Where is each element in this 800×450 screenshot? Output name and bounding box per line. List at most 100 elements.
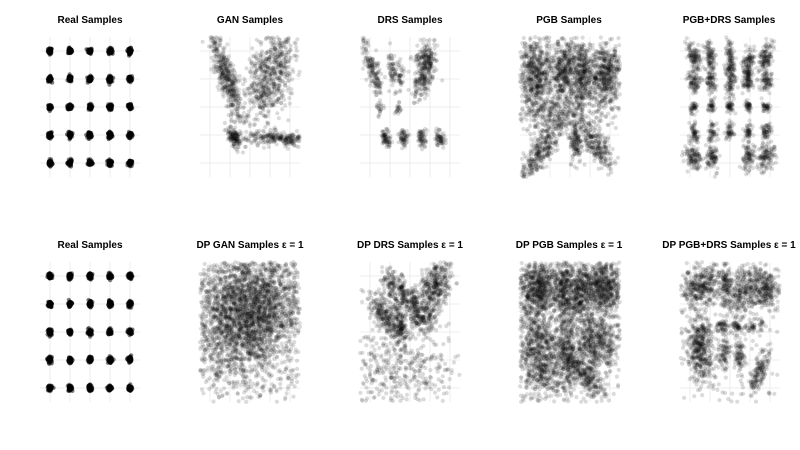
scatter-point: [368, 83, 373, 88]
scatter-point: [277, 51, 282, 56]
scatter-point: [47, 108, 52, 114]
scatter-point: [234, 135, 239, 140]
scatter-point: [270, 66, 276, 71]
scatter-point: [200, 39, 205, 44]
scatter-point: [234, 93, 239, 98]
scatter-point: [229, 117, 234, 123]
scatter-point: [288, 91, 293, 96]
scatter-point: [556, 89, 561, 94]
scatter-point: [433, 52, 438, 57]
scatter-point: [279, 101, 284, 106]
scatter-point: [295, 37, 300, 42]
scatter-point: [428, 46, 433, 51]
scatter-point: [241, 118, 246, 123]
scatter-point: [294, 58, 299, 63]
scatter-point: [107, 132, 112, 138]
scatter-point: [530, 70, 535, 75]
scatter-point: [285, 40, 291, 45]
scatter-point: [286, 118, 291, 123]
scatter-point: [229, 94, 234, 99]
scatter-point: [532, 55, 537, 60]
scatter-point: [282, 69, 288, 74]
scatter-point: [424, 43, 429, 48]
scatter-point: [419, 142, 424, 147]
scatter-point: [422, 69, 427, 74]
scatter-point: [242, 91, 247, 96]
scatter-point: [261, 113, 266, 118]
scatter-point: [251, 100, 257, 105]
scatter-point: [229, 102, 234, 108]
scatter-point: [225, 42, 230, 47]
scatter-point: [271, 81, 276, 86]
scatter-point: [287, 58, 292, 63]
scatter-point: [363, 47, 368, 52]
scatter-point: [214, 52, 219, 57]
scatter-point: [294, 129, 299, 134]
scatter-point: [385, 127, 390, 132]
scatter-point: [283, 83, 288, 88]
scatter-point: [265, 120, 271, 126]
scatter-point: [397, 100, 402, 105]
scatter-point: [377, 112, 382, 117]
scatter-point: [226, 112, 231, 118]
scatter-point: [437, 134, 442, 139]
scatter-point: [109, 158, 114, 164]
scatter-point: [108, 105, 114, 110]
scatter-point: [234, 86, 239, 91]
scatter-point: [420, 133, 425, 139]
scatter-point: [284, 47, 289, 52]
scatter-point: [418, 62, 423, 67]
scatter-point: [533, 35, 538, 40]
scatter-point: [247, 69, 252, 74]
scatter-point: [544, 46, 550, 51]
scatter-point: [414, 53, 419, 59]
scatter-point: [254, 75, 259, 80]
scatter-point: [250, 46, 255, 51]
scatter-point: [222, 74, 227, 79]
scatter-point: [219, 62, 224, 67]
scatter-point: [293, 41, 298, 46]
scatter-point: [398, 80, 403, 85]
scatter-point: [48, 134, 53, 139]
scatter-point: [243, 144, 248, 149]
scatter-point: [360, 66, 365, 71]
scatter-point: [226, 98, 231, 103]
scatter-point: [283, 103, 288, 108]
scatter-point: [525, 63, 530, 69]
scatter-point: [263, 124, 268, 130]
panel-title-9: DP PGB Samples ε = 1: [516, 240, 623, 251]
scatter-point: [387, 66, 392, 71]
scatter-point: [399, 107, 404, 112]
scatter-point: [283, 144, 288, 149]
scatter-point: [373, 76, 378, 81]
scatter-point: [240, 150, 246, 155]
scatter-point: [270, 35, 275, 40]
scatter-point: [217, 38, 222, 43]
scatter-point: [249, 140, 254, 146]
scatter-point: [403, 138, 408, 143]
scatter-point: [394, 109, 399, 114]
scatter-point: [253, 131, 258, 136]
scatter-point: [519, 85, 524, 90]
panel-1: [40, 37, 140, 177]
scatter-point: [531, 76, 536, 81]
scatter-point: [370, 65, 375, 70]
scatter-point: [381, 140, 386, 146]
scatter-point: [375, 61, 380, 66]
scatter-point: [424, 47, 429, 52]
scatter-point: [227, 77, 232, 82]
scatter-point: [527, 94, 532, 99]
scatter-point: [232, 68, 237, 73]
scatter-point: [399, 68, 404, 73]
scatter-point: [382, 132, 387, 137]
scatter-point: [88, 49, 93, 54]
scatter-point: [532, 47, 537, 52]
scatter-point: [244, 66, 249, 71]
scatter-point: [235, 142, 240, 147]
scatter-point: [276, 116, 281, 121]
scatter-point: [259, 91, 264, 96]
panel-title-1: Real Samples: [57, 15, 122, 26]
scatter-point: [376, 82, 381, 87]
scatter-point: [540, 90, 545, 95]
scatter-point: [127, 75, 132, 80]
